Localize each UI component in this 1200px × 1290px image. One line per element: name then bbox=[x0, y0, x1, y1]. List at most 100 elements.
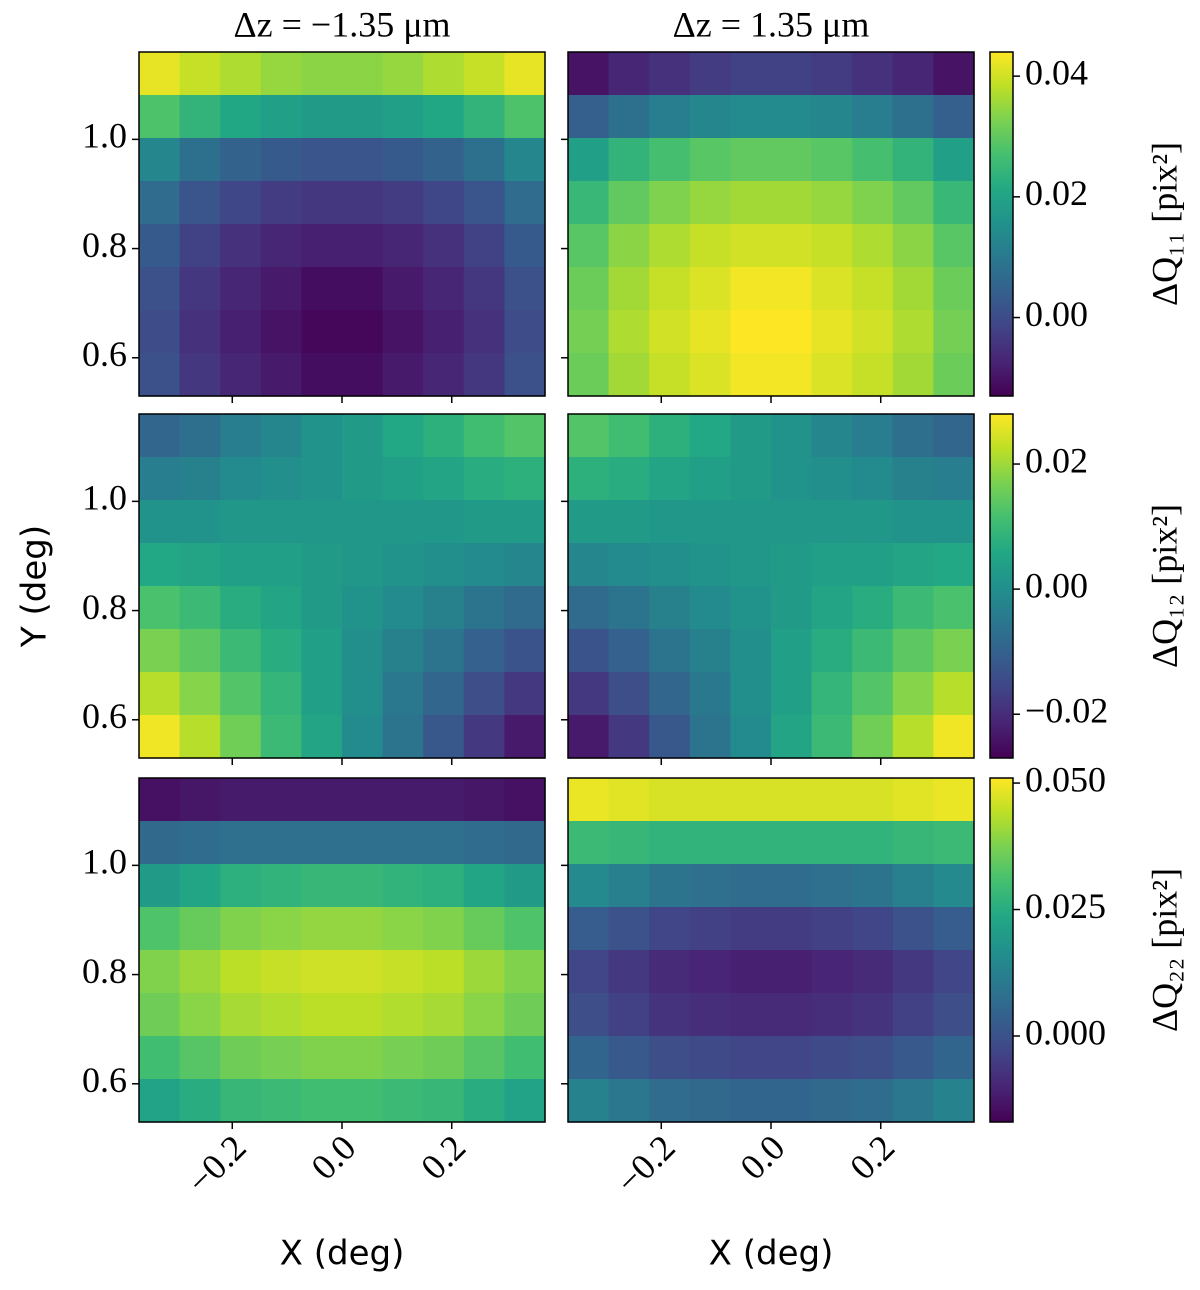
heatmap-cell bbox=[179, 1036, 221, 1080]
heatmap-cell bbox=[608, 778, 650, 822]
heatmap-cell bbox=[568, 993, 610, 1037]
heatmap-cell bbox=[933, 907, 975, 951]
heatmap-cell bbox=[301, 457, 343, 501]
heatmap-cell bbox=[689, 52, 731, 96]
heatmap-cell bbox=[342, 586, 384, 630]
colorbar bbox=[989, 413, 1014, 759]
heatmap-cell bbox=[342, 500, 384, 544]
heatmap-cell bbox=[382, 715, 424, 759]
heatmap-cell bbox=[179, 993, 221, 1037]
heatmap-cell bbox=[382, 864, 424, 908]
heatmap-cell bbox=[179, 543, 221, 587]
heatmap-cell bbox=[301, 1036, 343, 1080]
heatmap-cell bbox=[811, 672, 853, 716]
heatmap-cell bbox=[463, 500, 505, 544]
heatmap-cell bbox=[463, 457, 505, 501]
heatmap-cell bbox=[933, 778, 975, 822]
heatmap-cell bbox=[382, 52, 424, 96]
heatmap-cell bbox=[179, 95, 221, 139]
heatmap-cell bbox=[933, 138, 975, 182]
heatmap-cell bbox=[342, 715, 384, 759]
y-tick-label: 0.8 bbox=[82, 587, 127, 627]
heatmap-cell bbox=[811, 353, 853, 397]
heatmap-cell bbox=[342, 95, 384, 139]
heatmap-cell bbox=[382, 950, 424, 994]
heatmap-cell bbox=[382, 353, 424, 397]
colorbar-tick-label: 0.050 bbox=[1025, 759, 1106, 799]
heatmap-cell bbox=[260, 500, 302, 544]
heatmap-cell bbox=[342, 310, 384, 354]
heatmap-cell bbox=[179, 1079, 221, 1123]
heatmap-cell bbox=[342, 864, 384, 908]
heatmap-cell bbox=[504, 543, 546, 587]
heatmap-cell bbox=[463, 1079, 505, 1123]
heatmap-cell bbox=[179, 907, 221, 951]
heatmap-cell bbox=[568, 715, 610, 759]
heatmap-cell bbox=[568, 1079, 610, 1123]
colorbar bbox=[989, 51, 1014, 397]
heatmap-cell bbox=[689, 821, 731, 865]
heatmap-cell bbox=[301, 353, 343, 397]
heatmap-cell bbox=[730, 778, 772, 822]
heatmap-cell bbox=[463, 993, 505, 1037]
heatmap-cell bbox=[423, 907, 465, 951]
heatmap-cell bbox=[301, 821, 343, 865]
heatmap-cell bbox=[342, 907, 384, 951]
heatmap-cell bbox=[179, 353, 221, 397]
heatmap-cell bbox=[504, 993, 546, 1037]
heatmap-cell bbox=[260, 715, 302, 759]
heatmap-cell bbox=[220, 310, 262, 354]
heatmap-cell bbox=[933, 267, 975, 311]
heatmap-cell bbox=[463, 52, 505, 96]
y-tick-label: 0.6 bbox=[82, 334, 127, 374]
heatmap-cell bbox=[463, 95, 505, 139]
heatmap-cell bbox=[423, 353, 465, 397]
heatmap-cell bbox=[342, 672, 384, 716]
heatmap-cell bbox=[382, 138, 424, 182]
heatmap-cell bbox=[504, 310, 546, 354]
heatmap-cell bbox=[608, 224, 650, 268]
colorbar-tick-label: 0.00 bbox=[1025, 294, 1088, 334]
heatmap-cell bbox=[260, 267, 302, 311]
heatmap-cell bbox=[139, 864, 181, 908]
heatmap-cell bbox=[933, 543, 975, 587]
heatmap-cell bbox=[260, 52, 302, 96]
heatmap-cell bbox=[730, 907, 772, 951]
heatmap-cell bbox=[568, 672, 610, 716]
heatmap-cell bbox=[260, 543, 302, 587]
heatmap-cell bbox=[649, 672, 691, 716]
heatmap-cell bbox=[852, 310, 894, 354]
heatmap-cell bbox=[568, 950, 610, 994]
heatmap-cell bbox=[689, 993, 731, 1037]
heatmap-cell bbox=[608, 586, 650, 630]
heatmap-cell bbox=[260, 907, 302, 951]
heatmap-cell bbox=[139, 52, 181, 96]
heatmap-cell bbox=[933, 414, 975, 458]
heatmap-cell bbox=[730, 138, 772, 182]
heatmap-cell bbox=[730, 864, 772, 908]
heatmap-cell bbox=[382, 95, 424, 139]
heatmap-cell bbox=[852, 586, 894, 630]
heatmap-cell bbox=[504, 224, 546, 268]
heatmap-cell bbox=[689, 907, 731, 951]
heatmap-cell bbox=[504, 1079, 546, 1123]
heatmap-cell bbox=[892, 864, 934, 908]
heatmap-cell bbox=[608, 500, 650, 544]
heatmap-cell bbox=[811, 993, 853, 1037]
heatmap-cell bbox=[608, 310, 650, 354]
heatmap-cell bbox=[139, 181, 181, 225]
heatmap-cell bbox=[139, 586, 181, 630]
heatmap-cell bbox=[260, 1079, 302, 1123]
heatmap-cell bbox=[179, 181, 221, 225]
heatmap-cell bbox=[689, 457, 731, 501]
heatmap-cell bbox=[730, 1036, 772, 1080]
heatmap-cell bbox=[892, 457, 934, 501]
heatmap-cell bbox=[689, 414, 731, 458]
heatmap-cell bbox=[301, 500, 343, 544]
heatmap-cell bbox=[179, 267, 221, 311]
heatmap-cell bbox=[608, 353, 650, 397]
heatmap-cell bbox=[139, 95, 181, 139]
heatmap-cell bbox=[301, 629, 343, 673]
heatmap-cell bbox=[933, 1079, 975, 1123]
